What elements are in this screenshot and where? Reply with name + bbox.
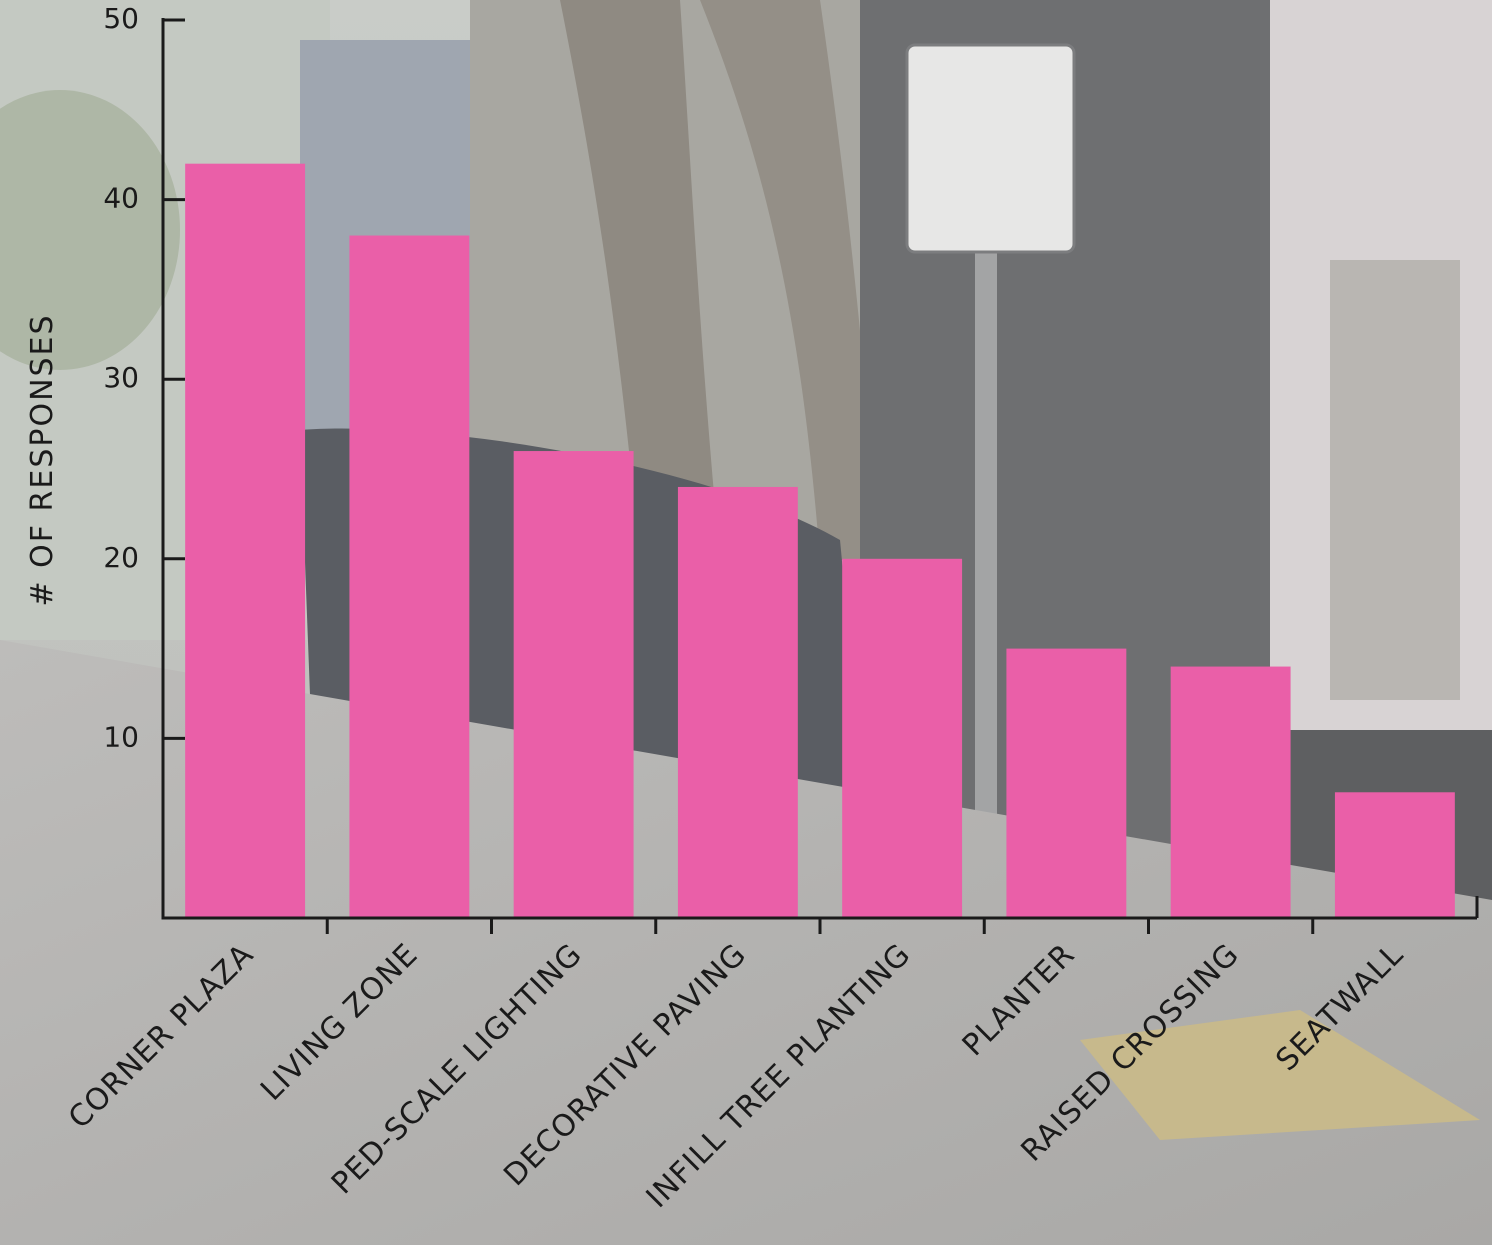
y-tick-label: 40 <box>103 182 139 215</box>
bar <box>514 451 634 918</box>
y-tick-label: 10 <box>103 720 139 753</box>
y-tick-label: 50 <box>103 2 139 35</box>
bar <box>185 164 305 918</box>
y-tick-label: 30 <box>103 361 139 394</box>
y-tick-label: 20 <box>103 541 139 574</box>
bar <box>1171 667 1291 918</box>
y-axis-label: # OF RESPONSES <box>25 313 60 606</box>
bar <box>1006 649 1126 918</box>
bar <box>842 559 962 918</box>
bar <box>678 487 798 918</box>
bar <box>1335 792 1455 918</box>
bar <box>349 236 469 918</box>
chart: # OF RESPONSES CORNER PLAZALIVING ZONEPE… <box>0 0 1492 1245</box>
